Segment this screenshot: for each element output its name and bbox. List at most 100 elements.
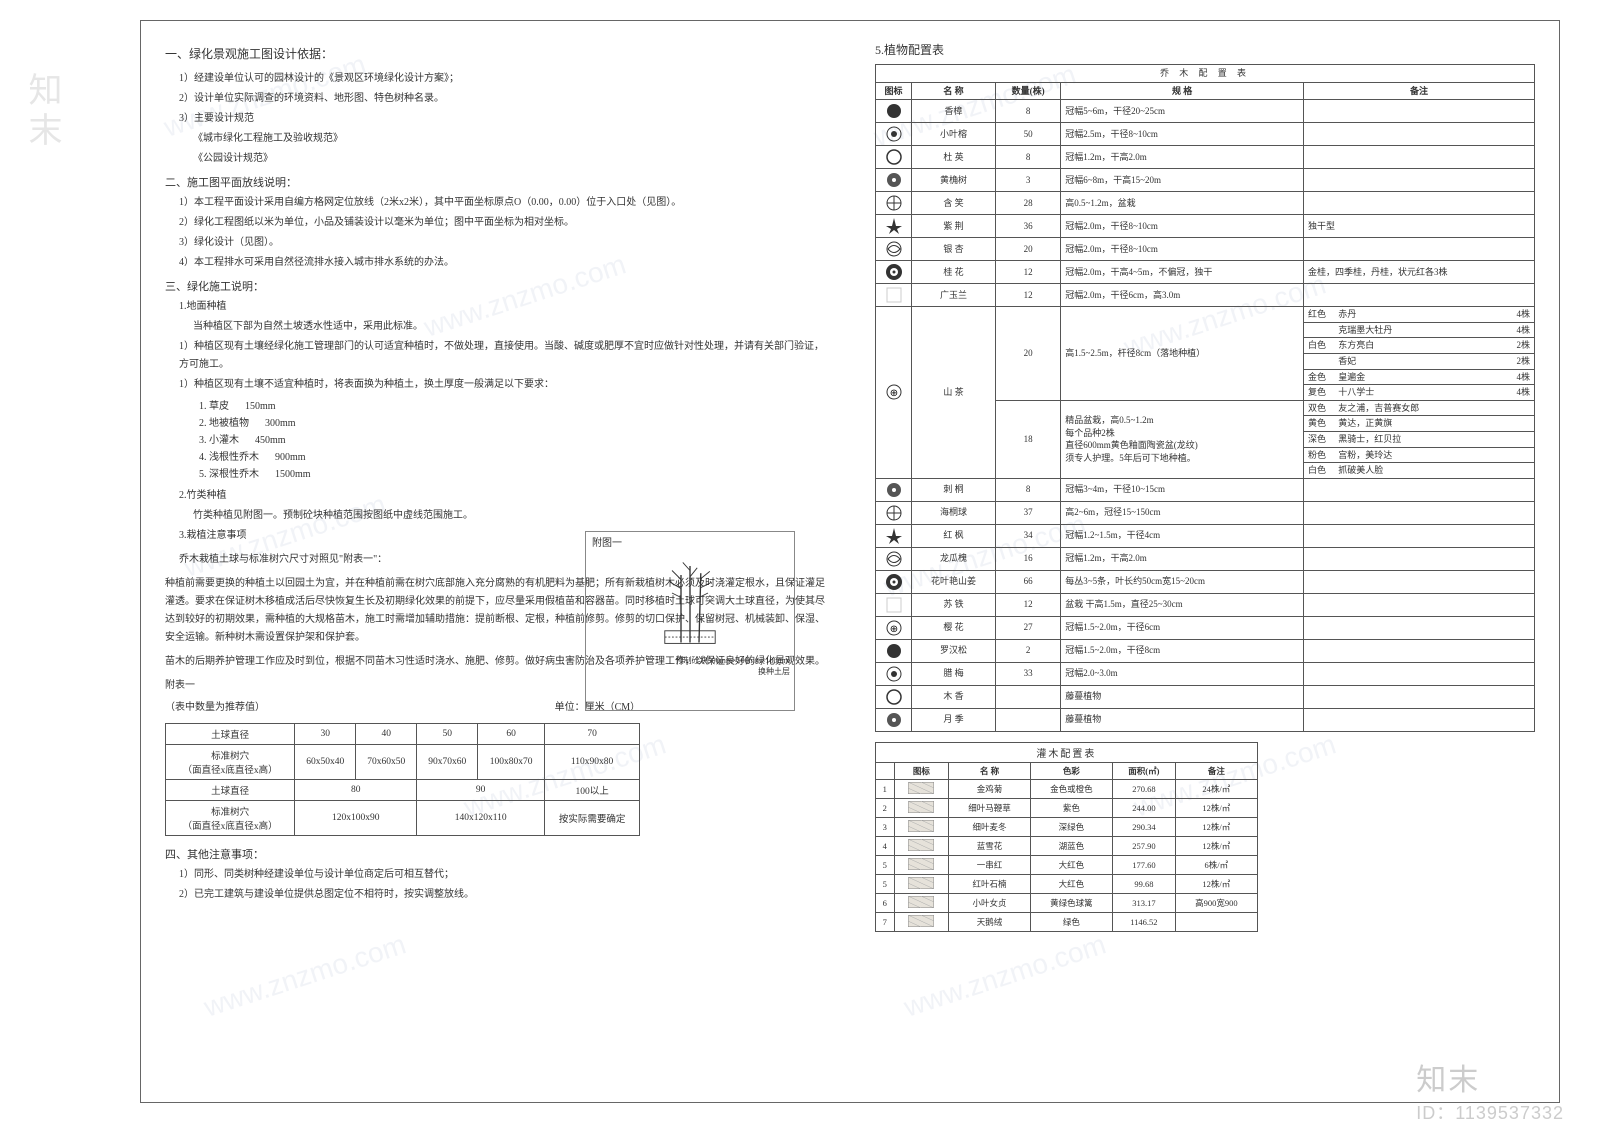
shrub-name: 天鹅绒 [949, 912, 1031, 931]
tree-qty: 8 [995, 146, 1060, 169]
table-row: 银 杏20冠幅2.0m，干径8~10cm [876, 238, 1535, 261]
shrub-remark: 高900宽900 [1175, 893, 1257, 912]
basis-line: 1）经建设单位认可的园林设计的《景观区环境绿化设计方案》； [179, 70, 825, 88]
section-2-title: 二、施工图平面放线说明： [165, 174, 825, 190]
td: 标准树穴 （面直径x底直径x高） [166, 745, 295, 780]
tree-spec: 高0.5~1.2m，盆栽 [1061, 192, 1304, 215]
plant-symbol-icon [885, 171, 903, 189]
icon-cell [894, 912, 949, 931]
table-row: 含 笑28高0.5~1.2m，盆栽 [876, 192, 1535, 215]
tree-remark [1304, 478, 1535, 501]
shrub-table-title: 灌木配置表 [876, 742, 1258, 762]
tree-spec: 冠幅5~6m，干径20~25cm [1061, 100, 1304, 123]
tree-remark [1304, 123, 1535, 146]
icon-cell [876, 284, 912, 307]
table-row: 杜 英8冠幅1.2m，干高2.0m [876, 146, 1535, 169]
camellia-variety: 双色 友之浦，吉普赛女郎 [1304, 400, 1535, 416]
tree-spec: 冠幅1.2~1.5m，干径4cm [1061, 524, 1304, 547]
bamboo-heading: 2.竹类种植 [179, 487, 825, 505]
plant-symbol-icon [885, 263, 903, 281]
shrub-area: 177.60 [1112, 855, 1175, 874]
logo-text: 知末 [1416, 1055, 1564, 1099]
tree-remark [1304, 708, 1535, 731]
td: 120x100x90 [295, 801, 417, 836]
table-row: 6小叶女贞黄绿色球篱313.17高900宽900 [876, 893, 1258, 912]
icon-cell [876, 639, 912, 662]
tree-qty [995, 685, 1060, 708]
plant-symbol-icon [885, 527, 903, 545]
tree-remark [1304, 238, 1535, 261]
plant-symbol-icon: ⊕ [885, 383, 903, 401]
th: 图标 [876, 82, 912, 100]
th: 50 [417, 724, 478, 745]
tree-name: 银 杏 [912, 238, 996, 261]
icon-cell [876, 169, 912, 192]
basis-line: 《公园设计规范》 [179, 150, 825, 168]
tree-qty: 50 [995, 123, 1060, 146]
tree-spec: 冠幅3~4m，干径10~15cm [1061, 478, 1304, 501]
plant-symbol-icon [885, 217, 903, 235]
tree-remark [1304, 639, 1535, 662]
soil-depth-list: 1. 草皮150mm 2. 地被植物300mm 3. 小灌木450mm 4. 浅… [199, 398, 825, 483]
icon-cell [894, 874, 949, 893]
tree-spec: 高2~6m，冠径15~150cm [1061, 501, 1304, 524]
tree-qty: 12 [995, 261, 1060, 284]
plant-symbol-icon [885, 125, 903, 143]
shrub-remark: 12株/㎡ [1175, 836, 1257, 855]
camellia-variety: 红色 赤丹 4株 [1304, 307, 1535, 323]
shrub-color: 湖蓝色 [1030, 836, 1112, 855]
icon-cell [894, 779, 949, 798]
tree-spec: 精品盆栽，高0.5~1.2m 每个品种2株 直径600mm黄色釉面陶瓷盆(龙纹)… [1061, 400, 1304, 478]
idx: 6 [876, 893, 895, 912]
icon-cell [876, 547, 912, 570]
hatch-icon [908, 782, 934, 794]
basis-line: 2）设计单位实际调查的环境资料、地形图、特色树种名录。 [179, 90, 825, 108]
tree-qty: 34 [995, 524, 1060, 547]
tree-name: 龙瓜槐 [912, 547, 996, 570]
shrub-area: 290.34 [1112, 817, 1175, 836]
th: 色彩 [1030, 762, 1112, 779]
camellia-variety: 克瑞墨大牡丹 4株 [1304, 322, 1535, 338]
th: 备注 [1175, 762, 1257, 779]
tree-name: 花叶艳山姜 [912, 570, 996, 593]
plant-symbol-icon [885, 286, 903, 304]
hatch-icon [908, 820, 934, 832]
th: 数量(株) [995, 82, 1060, 100]
soil-p2: 1）种植区现有土壤不适宜种植时，将表面换为种植土，换土厚度一般满足以下要求： [179, 376, 825, 394]
hatch-icon [908, 915, 934, 927]
th: 40 [356, 724, 417, 745]
table-row: 腊 梅33冠幅2.0~3.0m [876, 662, 1535, 685]
tree-config-table: 乔 木 配 置 表 图标 名 称 数量(株) 规 格 备注 香樟8冠幅5~6m，… [875, 64, 1535, 732]
table-row: 5红叶石楠大红色99.6812株/㎡ [876, 874, 1258, 893]
td: 140x120x110 [417, 801, 545, 836]
icon-cell [876, 238, 912, 261]
table-row: 1金鸡菊金色或橙色270.6824株/㎡ [876, 779, 1258, 798]
table-row: 2细叶马鞭草紫色244.0012株/㎡ [876, 798, 1258, 817]
tree-qty: 28 [995, 192, 1060, 215]
shrub-color: 金色或橙色 [1030, 779, 1112, 798]
tree-remark [1304, 547, 1535, 570]
other-line: 2）已完工建筑与建设单位提供总图定位不相符时，按实调整放线。 [179, 886, 825, 904]
tree-qty: 3 [995, 169, 1060, 192]
tree-name: 罗汉松 [912, 639, 996, 662]
tree-remark: 金桂，四季桂，丹桂，状元红各3株 [1304, 261, 1535, 284]
drawing-frame: 一、绿化景观施工图设计依据： 1）经建设单位认可的园林设计的《景观区环境绿化设计… [140, 20, 1560, 1103]
tree-qty: 20 [995, 307, 1060, 401]
tree-spec: 冠幅1.2m，干高2.0m [1061, 146, 1304, 169]
icon-cell [894, 817, 949, 836]
soil-item: 2. 地被植物 [199, 415, 249, 432]
page: 知末 www.znzmo.com www.znzmo.com www.znzmo… [0, 0, 1600, 1131]
shrub-remark: 6株/㎡ [1175, 855, 1257, 874]
tree-qty: 8 [995, 478, 1060, 501]
shrub-area: 99.68 [1112, 874, 1175, 893]
shrub-remark: 12株/㎡ [1175, 817, 1257, 836]
icon-cell [876, 708, 912, 731]
shrub-area: 313.17 [1112, 893, 1175, 912]
icon-cell: ⊕ [876, 616, 912, 639]
corner-brand: 知末 ID：1139537332 [1416, 1055, 1564, 1125]
th: 70 [545, 724, 640, 745]
td: 70x60x50 [356, 745, 417, 780]
hatch-icon [908, 877, 934, 889]
plant-symbol-icon [885, 642, 903, 660]
soil-val: 450mm [255, 432, 286, 449]
